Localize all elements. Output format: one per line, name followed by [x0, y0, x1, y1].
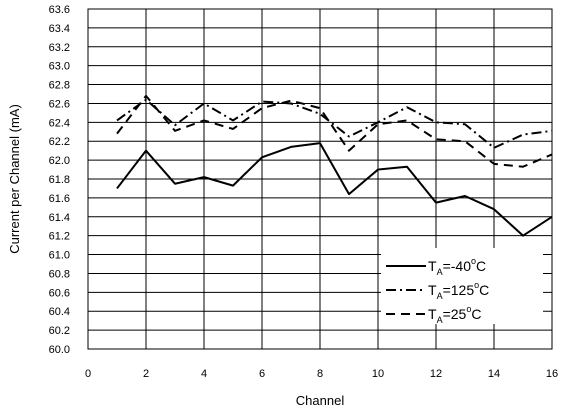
y-tick-labels: 60.0 60.2 60.4 60.6 60.8 61.0 61.2 61.4 61.6 61.8…	[49, 4, 70, 356]
y-tick-label: 61.2	[49, 231, 70, 243]
legend-label-part: A	[437, 315, 443, 325]
legend-label-part: T	[428, 282, 437, 298]
y-tick-label: 60.6	[49, 287, 70, 299]
y-tick-label: 61.0	[49, 250, 70, 262]
y-tick-label: 60.2	[49, 325, 70, 337]
y-tick-label: 60.0	[49, 344, 70, 356]
y-tick-label: 63.6	[49, 4, 70, 16]
y-tick-label: 62.0	[49, 155, 70, 167]
x-tick-label: 10	[372, 368, 384, 380]
plot-area-frame	[87, 8, 553, 350]
x-tick-label: 16	[546, 368, 558, 380]
legend-label-part: C	[476, 258, 486, 274]
legend-label-part: o	[474, 280, 479, 290]
x-tick-labels: 0 2 4 6 8 10 12 14 16	[85, 368, 558, 380]
x-tick-label: 8	[317, 368, 323, 380]
legend-label-2: TA=25oC	[428, 304, 481, 325]
series-line-0	[116, 142, 553, 237]
x-tick-label: 0	[85, 368, 91, 380]
series-line-2	[116, 94, 553, 168]
y-tick-label: 62.2	[49, 136, 70, 148]
series-line-1	[116, 98, 553, 149]
y-tick-label: 61.8	[49, 174, 70, 186]
legend-label-part: A	[437, 291, 443, 301]
x-tick-label: 12	[430, 368, 442, 380]
y-tick-label: 63.2	[49, 42, 70, 54]
y-tick-label: 62.6	[49, 98, 70, 110]
x-tick-label: 4	[201, 368, 207, 380]
y-tick-label: 62.8	[49, 80, 70, 92]
legend-label-part: T	[428, 258, 437, 274]
y-tick-label: 62.4	[49, 117, 70, 129]
y-tick-label: 61.4	[49, 212, 70, 224]
y-tick-label: 63.4	[49, 23, 70, 35]
y-tick-label: 61.6	[49, 193, 70, 205]
y-tick-label: 60.8	[49, 268, 70, 280]
x-axis-title: Channel	[296, 393, 345, 408]
legend-label-part: =25	[443, 306, 467, 322]
legend-label-part: C	[479, 282, 489, 298]
y-tick-label: 63.0	[49, 61, 70, 73]
legend-label-part: C	[471, 306, 481, 322]
x-tick-label: 6	[259, 368, 265, 380]
legend-label-part: =-40	[443, 258, 472, 274]
legend-box	[381, 248, 543, 324]
x-tick-label: 14	[488, 368, 500, 380]
legend-label-part: o	[466, 304, 471, 314]
x-tick-label: 2	[143, 368, 149, 380]
y-tick-label: 60.4	[49, 306, 70, 318]
legend-label-part: A	[437, 267, 443, 277]
legend-label-part: T	[428, 306, 437, 322]
series-layer	[116, 94, 553, 237]
grid-lines	[87, 8, 553, 350]
legend-label-1: TA=125oC	[428, 280, 489, 301]
legend-label-0: TA=-40oC	[428, 256, 486, 277]
legend-label-part: =125	[443, 282, 475, 298]
y-axis-title: Current per Channel (mA)	[7, 104, 22, 254]
legend-label-part: o	[471, 256, 476, 266]
